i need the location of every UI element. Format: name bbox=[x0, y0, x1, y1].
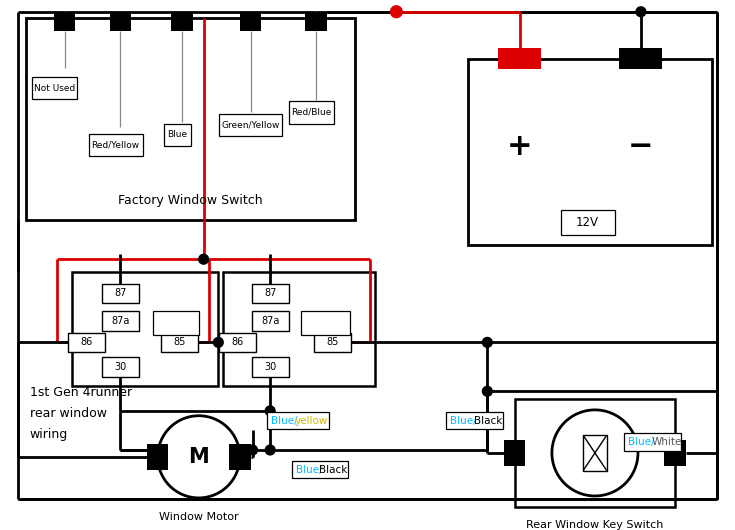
Circle shape bbox=[636, 7, 646, 16]
Text: 87: 87 bbox=[115, 288, 126, 298]
Circle shape bbox=[198, 254, 209, 264]
Bar bbox=[289, 101, 334, 123]
Circle shape bbox=[390, 6, 402, 17]
Circle shape bbox=[248, 445, 257, 455]
Bar bbox=[240, 12, 262, 31]
Bar bbox=[292, 461, 348, 479]
Text: 87a: 87a bbox=[111, 316, 129, 326]
Bar bbox=[251, 284, 289, 303]
Text: 1st Gen 4runner
rear window
wiring: 1st Gen 4runner rear window wiring bbox=[29, 386, 132, 441]
Circle shape bbox=[552, 410, 638, 496]
Bar bbox=[26, 17, 355, 220]
Bar bbox=[498, 48, 541, 69]
Text: Blue/: Blue/ bbox=[628, 437, 655, 447]
Text: Rear Window Key Switch: Rear Window Key Switch bbox=[526, 520, 664, 530]
Text: 30: 30 bbox=[264, 362, 276, 372]
Bar bbox=[153, 311, 198, 334]
Text: Red/Blue: Red/Blue bbox=[291, 108, 331, 117]
Text: 87a: 87a bbox=[261, 316, 279, 326]
Bar bbox=[161, 333, 198, 352]
Circle shape bbox=[213, 338, 223, 347]
Bar bbox=[251, 357, 289, 377]
Text: +: + bbox=[507, 132, 532, 161]
Bar bbox=[664, 440, 686, 466]
Bar bbox=[71, 272, 218, 386]
Bar bbox=[164, 123, 191, 146]
Bar bbox=[102, 357, 139, 377]
Text: Window Motor: Window Motor bbox=[159, 511, 239, 522]
Text: White: White bbox=[652, 437, 682, 447]
Text: M: M bbox=[188, 447, 209, 467]
Bar bbox=[583, 435, 606, 471]
Circle shape bbox=[482, 338, 492, 347]
Text: Black: Black bbox=[473, 416, 502, 426]
Bar bbox=[301, 311, 351, 334]
Bar bbox=[102, 284, 139, 303]
Bar bbox=[147, 444, 168, 470]
Bar bbox=[110, 12, 132, 31]
Text: Black: Black bbox=[319, 465, 348, 474]
Bar bbox=[446, 412, 503, 429]
Text: Red/Yellow: Red/Yellow bbox=[92, 140, 140, 149]
Text: Not Used: Not Used bbox=[35, 84, 76, 93]
Circle shape bbox=[265, 406, 275, 416]
Text: 85: 85 bbox=[326, 338, 339, 347]
Bar bbox=[171, 12, 193, 31]
Bar bbox=[68, 333, 105, 352]
Bar bbox=[561, 210, 614, 235]
Bar bbox=[223, 272, 375, 386]
Bar bbox=[514, 399, 675, 507]
Text: −: − bbox=[628, 132, 653, 161]
Bar bbox=[219, 114, 282, 136]
Text: 30: 30 bbox=[115, 362, 126, 372]
Text: Blue/: Blue/ bbox=[450, 416, 477, 426]
Text: yellow: yellow bbox=[295, 416, 328, 426]
Text: 86: 86 bbox=[232, 338, 244, 347]
Text: 86: 86 bbox=[80, 338, 93, 347]
Circle shape bbox=[265, 445, 275, 455]
Circle shape bbox=[158, 416, 240, 498]
Bar bbox=[467, 59, 712, 244]
Text: Green/Yellow: Green/Yellow bbox=[221, 121, 280, 130]
Bar bbox=[54, 12, 76, 31]
Text: Factory Window Switch: Factory Window Switch bbox=[118, 194, 262, 207]
Bar bbox=[219, 333, 257, 352]
Text: Blue: Blue bbox=[167, 130, 187, 139]
Bar bbox=[268, 412, 329, 429]
Text: 85: 85 bbox=[173, 338, 185, 347]
Text: Blue/: Blue/ bbox=[271, 416, 298, 426]
Bar bbox=[102, 311, 139, 331]
Text: Blue/: Blue/ bbox=[295, 465, 322, 474]
Bar bbox=[504, 440, 526, 466]
Bar bbox=[251, 311, 289, 331]
Text: 87: 87 bbox=[264, 288, 276, 298]
Text: 12V: 12V bbox=[576, 216, 598, 228]
Bar bbox=[229, 444, 251, 470]
Bar bbox=[305, 12, 327, 31]
Bar bbox=[32, 77, 77, 99]
Circle shape bbox=[482, 386, 492, 396]
Bar bbox=[314, 333, 351, 352]
Bar bbox=[620, 48, 662, 69]
Bar bbox=[624, 434, 681, 451]
Bar bbox=[89, 134, 143, 156]
